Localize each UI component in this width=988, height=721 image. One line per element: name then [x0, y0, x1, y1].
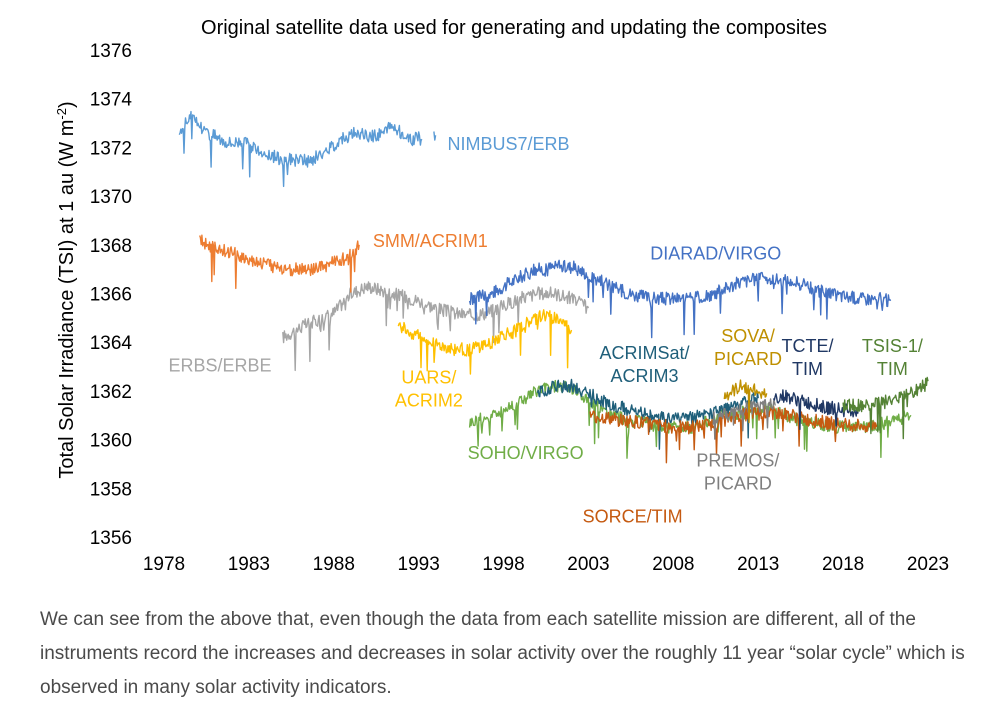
label-soho-virgo: SOHO/VIRGO — [468, 443, 584, 463]
y-axis-label: Total Solar Irradiance (TSI) at 1 au (W … — [54, 101, 78, 478]
label-diarad-virgo: DIARAD/VIRGO — [650, 243, 781, 263]
label-smm-acrim1: SMM/ACRIM1 — [373, 231, 488, 251]
label-tsis-1-tim: TSIS-1/TIM — [862, 336, 923, 379]
x-tick-label: 1983 — [228, 554, 270, 575]
series-line-soho-virgo — [468, 379, 912, 459]
x-tick-label: 1988 — [313, 554, 355, 575]
series-line-smm-acrim1 — [199, 234, 360, 293]
label-sorce-tim: SORCE/TIM — [583, 506, 683, 526]
y-tick-labels: 1356 1358 1360 1362 1364 1366 1368 1370 1372 1374… — [90, 41, 133, 549]
label-uars-acrim2: UARS/ACRIM2 — [395, 368, 463, 411]
y-tick-label: 1364 — [90, 333, 133, 354]
label-premos-picard: PREMOS/PICARD — [696, 450, 779, 493]
series-line-nimbus7-erb-1994-fragment — [433, 131, 437, 141]
y-tick-label: 1370 — [90, 187, 132, 208]
y-tick-label: 1356 — [90, 528, 132, 549]
label-acrimsat-acrim3: ACRIMSat/ACRIM3 — [599, 343, 689, 386]
label-sova-picard: SOVA/PICARD — [714, 326, 782, 369]
y-tick-label: 1362 — [90, 382, 132, 403]
y-tick-label: 1376 — [90, 41, 132, 62]
x-tick-label: 2013 — [737, 554, 779, 575]
x-tick-labels: 1978 1983 1988 1993 1998 2003 2008 2013 2018 2023 — [143, 554, 949, 575]
series-layer — [178, 110, 929, 464]
label-nimbus7-erb: NIMBUS7/ERB — [448, 134, 570, 154]
x-tick-label: 1978 — [143, 554, 185, 575]
x-tick-label: 2018 — [822, 554, 864, 575]
x-tick-label: 2023 — [907, 554, 949, 575]
tsi-chart: Original satellite data used for generat… — [54, 17, 949, 575]
label-erbs-erbe: ERBS/ERBE — [169, 355, 272, 375]
x-tick-label: 2008 — [652, 554, 694, 575]
series-line-tsis-1-tim — [842, 376, 929, 440]
y-tick-label: 1360 — [90, 431, 132, 452]
series-labels: ERBS/ERBE SOHO/VIRGO NIMBUS7/ERB SMM/ACRIM1… — [169, 134, 923, 527]
y-tick-label: 1372 — [90, 138, 132, 159]
series-line-diarad-virgo — [468, 259, 892, 339]
chart-title: Original satellite data used for generat… — [201, 17, 827, 39]
series-line-erbs-erbe — [282, 281, 590, 372]
x-tick-label: 2003 — [567, 554, 609, 575]
label-tcte-tim: TCTE/TIM — [781, 336, 833, 379]
x-tick-label: 1993 — [398, 554, 440, 575]
series-line-uars-acrim2 — [397, 309, 573, 375]
series-line-sova-picard — [723, 379, 768, 424]
x-tick-label: 1998 — [482, 554, 524, 575]
y-tick-label: 1368 — [90, 236, 132, 257]
y-tick-label: 1366 — [90, 285, 132, 306]
y-tick-label: 1374 — [90, 90, 133, 111]
series-line-premos-picard — [712, 398, 776, 440]
y-tick-label: 1358 — [90, 479, 132, 500]
series-line-nimbus7-erb — [178, 110, 423, 188]
caption-text: We can see from the above that, even tho… — [40, 609, 965, 698]
